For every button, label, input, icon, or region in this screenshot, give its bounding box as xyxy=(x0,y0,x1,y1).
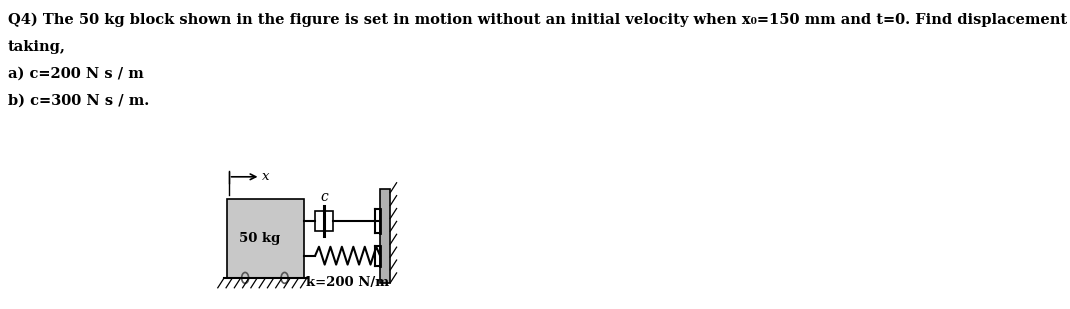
Text: c: c xyxy=(320,190,327,204)
Text: a) c=200 N s / m: a) c=200 N s / m xyxy=(7,67,143,81)
Bar xyxy=(227,199,304,278)
Text: Q4) The 50 kg block shown in the figure is set in motion without an initial velo: Q4) The 50 kg block shown in the figure … xyxy=(7,12,1070,27)
Text: 50 kg: 50 kg xyxy=(239,232,280,245)
Text: x: x xyxy=(262,170,270,183)
Bar xyxy=(380,189,391,283)
Bar xyxy=(316,211,333,231)
Text: taking,: taking, xyxy=(7,40,65,54)
Text: b) c=300 N s / m.: b) c=300 N s / m. xyxy=(7,94,149,108)
Text: k=200 N/m: k=200 N/m xyxy=(306,277,389,290)
